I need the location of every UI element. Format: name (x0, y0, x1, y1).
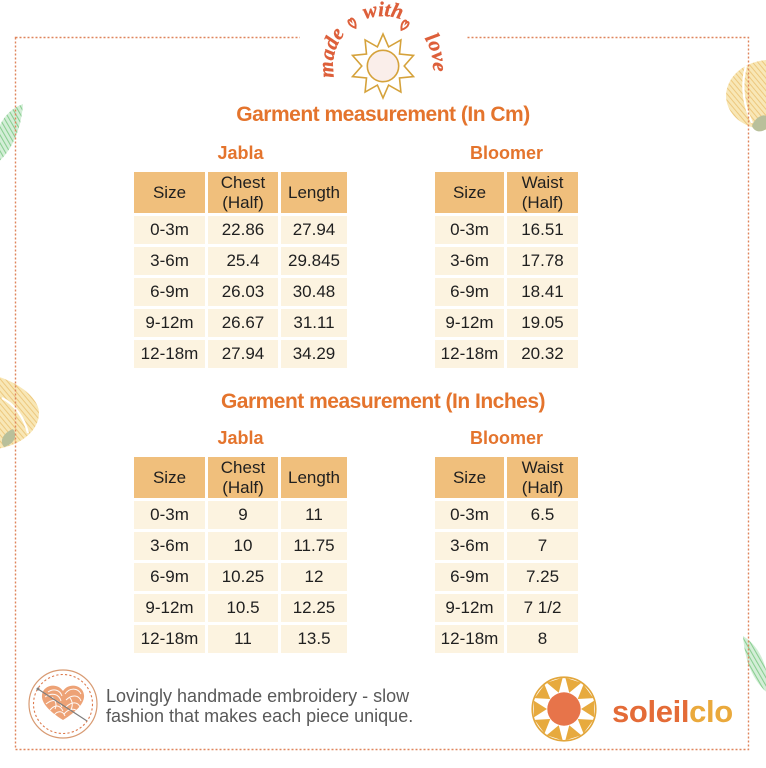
svg-text:made: made (314, 22, 349, 78)
svg-text:love: love (420, 28, 452, 71)
svg-text:with: with (360, 0, 406, 24)
